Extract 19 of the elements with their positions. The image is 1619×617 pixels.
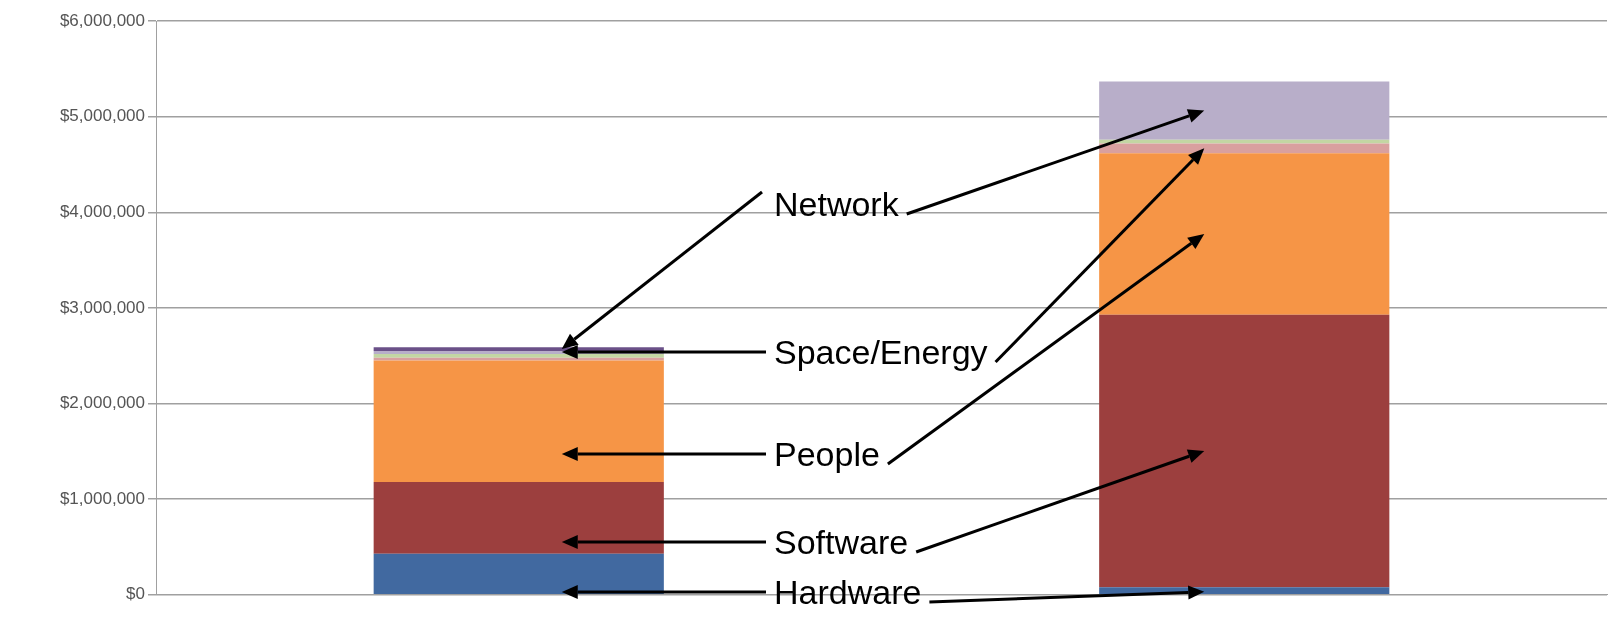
bar bbox=[1099, 153, 1390, 315]
y-tick-label: $0 bbox=[126, 584, 145, 604]
y-tick-label: $4,000,000 bbox=[59, 202, 145, 222]
y-tick-label: $1,000,000 bbox=[59, 488, 145, 508]
annotation: Software bbox=[774, 523, 909, 561]
bar bbox=[373, 553, 664, 595]
y-tick-label: $6,000,000 bbox=[59, 10, 145, 30]
y-tick-label: $5,000,000 bbox=[59, 106, 145, 126]
bar bbox=[1099, 314, 1390, 588]
y-tick-label: $3,000,000 bbox=[59, 297, 145, 317]
annotation: Network bbox=[774, 185, 900, 223]
annotation: Space/Energy bbox=[774, 333, 988, 371]
bar bbox=[373, 481, 664, 554]
bar bbox=[373, 360, 664, 482]
y-tick-label: $2,000,000 bbox=[59, 393, 145, 413]
bar bbox=[1099, 139, 1390, 144]
annotation: People bbox=[774, 435, 880, 473]
bar bbox=[1099, 81, 1390, 140]
annotation: Hardware bbox=[774, 573, 922, 611]
